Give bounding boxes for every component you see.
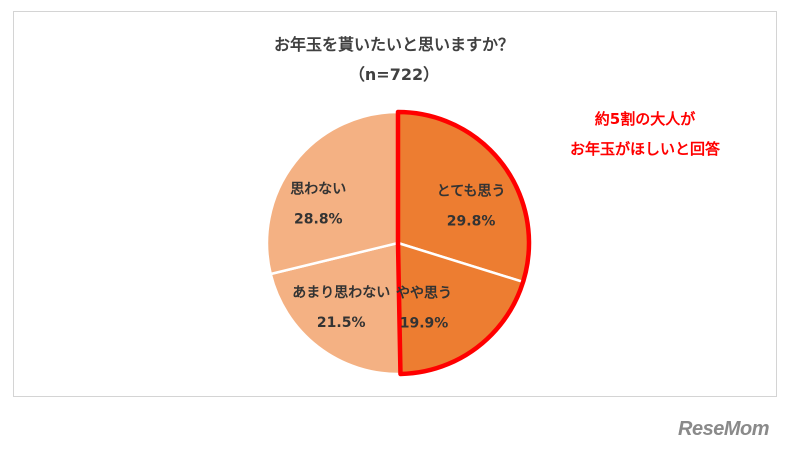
- slice-value-label: 29.8%: [447, 214, 496, 230]
- annotation-line-2: お年玉がほしいと回答: [569, 140, 720, 158]
- pie-slice: [269, 241, 402, 376]
- pie-slices: [265, 110, 531, 376]
- highlight-outline: [395, 109, 532, 377]
- pie-slice: [265, 110, 400, 276]
- chart-subtitle: （n=722）: [348, 65, 440, 84]
- slice-category-label: やや思う: [396, 286, 452, 302]
- annotation-line-1: 約5割の大人が: [594, 110, 696, 128]
- resemom-logo: ReseMom: [678, 418, 769, 440]
- slice-value-label: 28.8%: [294, 212, 343, 228]
- chart-title: お年玉を貰いたいと思いますか？: [273, 35, 514, 54]
- slice-category-label: とても思う: [437, 184, 506, 200]
- slice-category-label: 思わない: [290, 182, 346, 198]
- slice-labels: とても思う 29.8% やや思う 19.9% あまり思わない 21.5% 思わない 28.8%: [290, 182, 505, 332]
- slice-value-label: 19.9%: [400, 316, 449, 332]
- slice-value-label: 21.5%: [317, 315, 366, 331]
- slice-category-label: あまり思わない: [292, 285, 390, 301]
